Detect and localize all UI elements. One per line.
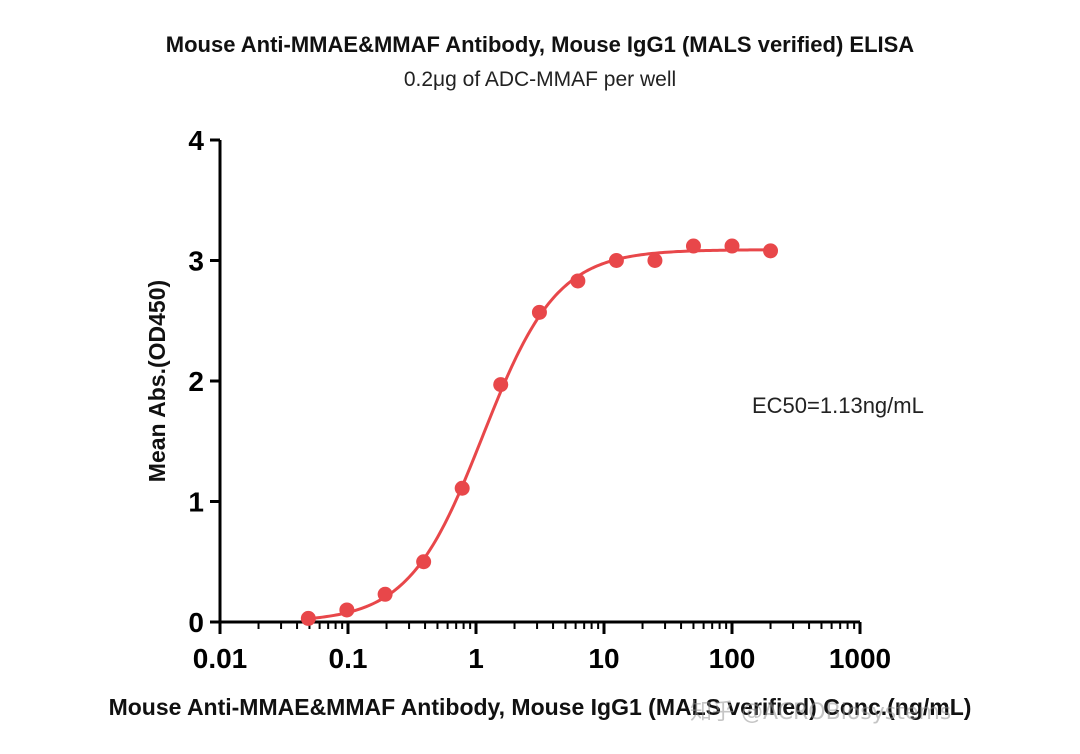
data-points <box>300 238 779 626</box>
x-tick-label: 10 <box>588 643 619 674</box>
y-tick-label: 0 <box>188 607 204 638</box>
y-tick-label: 3 <box>188 246 204 277</box>
ec50-annotation: EC50=1.13ng/mL <box>752 393 924 418</box>
y-tick-label: 4 <box>188 125 204 156</box>
data-point <box>608 253 624 268</box>
x-axis-label: Mouse Anti-MMAE&MMAF Antibody, Mouse IgG… <box>108 694 972 720</box>
data-point <box>531 304 547 320</box>
data-point <box>685 238 701 254</box>
data-point <box>724 238 740 254</box>
axes: 0 1 2 3 4 0.01 0.1 1 10 100 1000 <box>188 125 891 674</box>
data-point <box>300 610 316 626</box>
data-point <box>339 602 355 618</box>
data-point <box>416 554 432 570</box>
y-axis-label: Mean Abs.(OD450) <box>144 280 170 482</box>
x-tick-label: 100 <box>709 643 756 674</box>
chart-subtitle: 0.2μg of ADC-MMAF per well <box>403 68 677 91</box>
watermark: 知乎 @ACROBiosystems <box>690 700 952 725</box>
data-point <box>377 586 393 602</box>
chart-title: Mouse Anti-MMAE&MMAF Antibody, Mouse IgG… <box>165 32 915 57</box>
data-point <box>454 480 470 496</box>
y-tick-label: 2 <box>188 366 204 397</box>
data-point <box>763 243 779 259</box>
x-tick-label: 1 <box>468 643 484 674</box>
x-tick-label: 0.1 <box>329 643 368 674</box>
x-tick-label: 0.01 <box>193 643 248 674</box>
x-tick-label: 1000 <box>829 643 891 674</box>
data-point <box>493 377 509 393</box>
data-point <box>570 273 586 289</box>
data-point <box>647 253 663 268</box>
y-tick-label: 1 <box>188 487 204 518</box>
